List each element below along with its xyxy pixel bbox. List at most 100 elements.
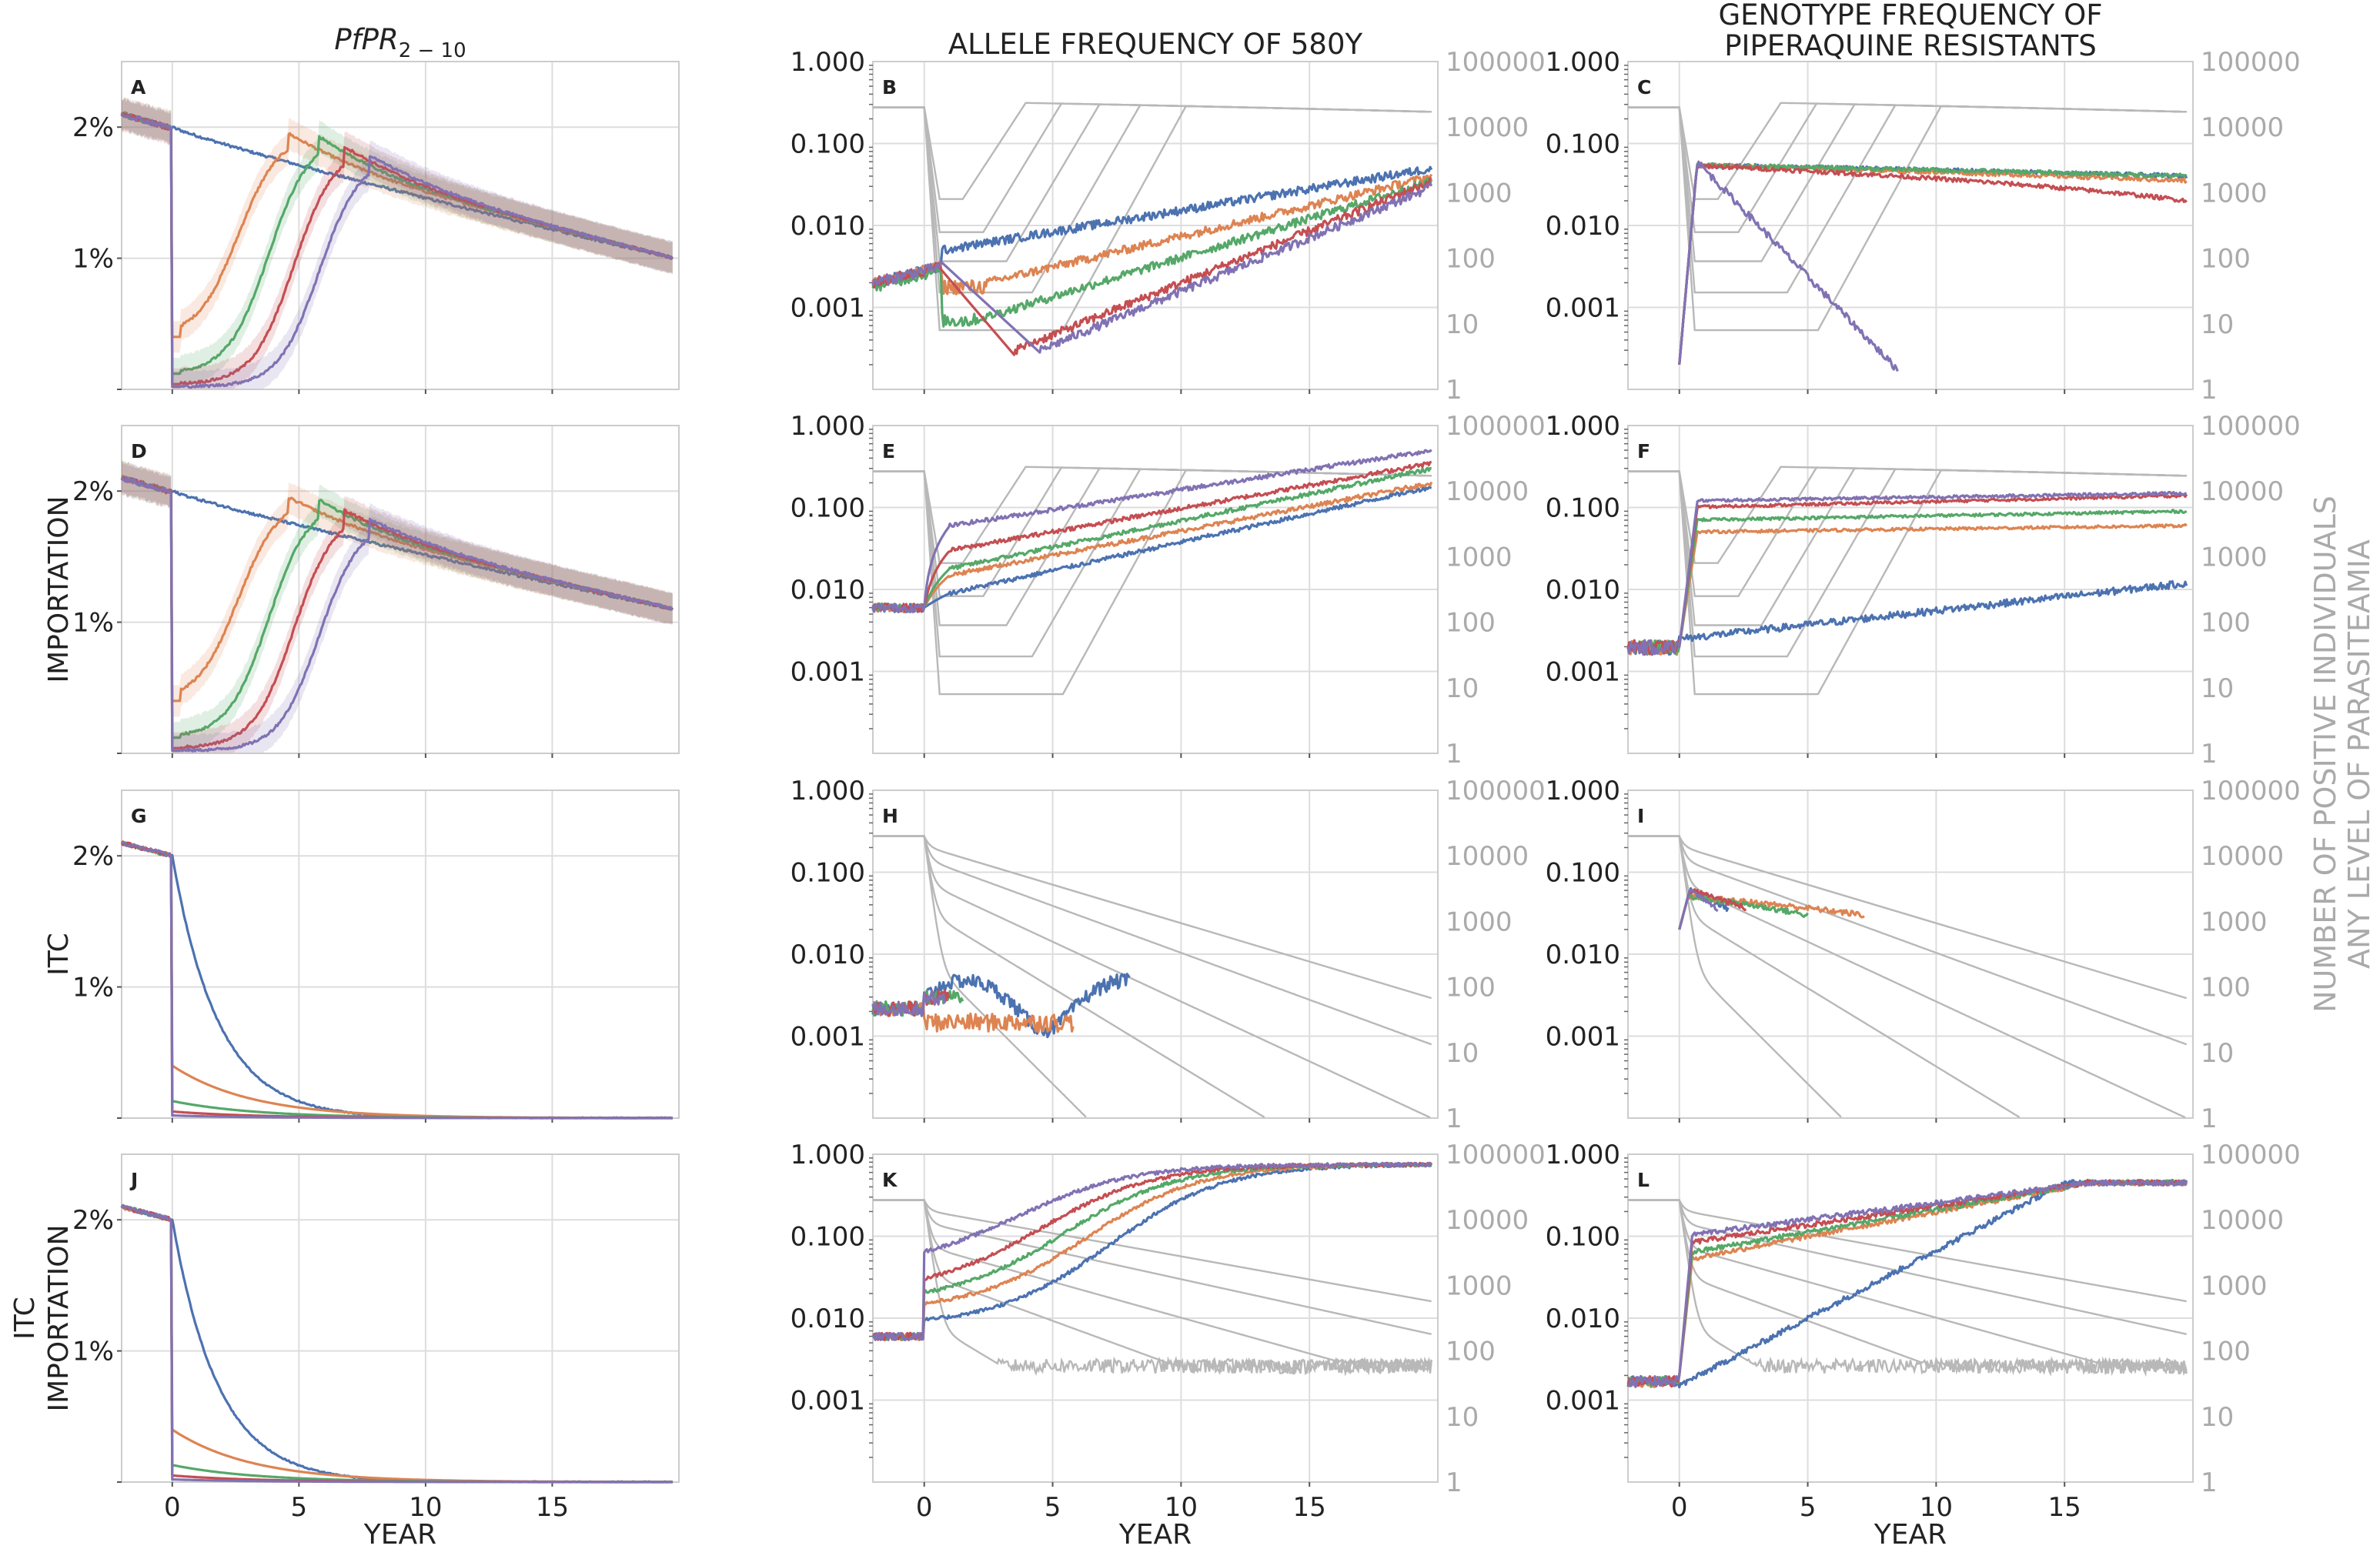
population-line: [1628, 103, 2187, 262]
right-tick-label: 10000: [2201, 1205, 2284, 1236]
population-line: [1628, 835, 2188, 1046]
panel-letter: F: [1637, 440, 1650, 462]
y-tick-label: 0.001: [1546, 1022, 1620, 1053]
panel-j: J 2% 1% 0 5 10 15 YEAR: [72, 1153, 680, 1549]
y-tick-label: 0.001: [791, 1386, 865, 1417]
y-tick-label: 0.100: [1546, 1222, 1620, 1253]
y-tick-label: 0.010: [1546, 211, 1620, 242]
population-line: [873, 105, 1432, 332]
confidence-band: [122, 97, 673, 389]
right-tick-label: 100000: [2201, 47, 2301, 78]
series-line-blue: [120, 111, 673, 259]
panels-layer: A2%1%B1.0000.1000.0100.00110000010000100…: [72, 47, 2301, 1549]
series-line-red: [121, 1206, 673, 1484]
y-tick-label: 0.010: [1546, 940, 1620, 970]
series-line-purple: [871, 1161, 1432, 1341]
panel-letter: J: [129, 1169, 138, 1191]
series-line-orange: [1678, 893, 1865, 930]
y-tick-label: 1.000: [791, 411, 865, 442]
right-tick-label: 10: [1446, 309, 1479, 340]
population-line: [873, 835, 1432, 1046]
right-tick-label: 10: [2201, 1038, 2234, 1069]
y-tick-label: 0.001: [1546, 657, 1620, 688]
panel-frame: [872, 790, 1439, 1119]
series-line-purple: [871, 449, 1432, 613]
panel-a: A 2% 1%: [72, 61, 680, 394]
y-tick-label: 1%: [72, 973, 114, 1003]
right-tick-label: 1000: [1446, 542, 1513, 573]
x-tick-label: 15: [536, 1492, 569, 1523]
panel-letter: H: [882, 805, 898, 827]
right-tick-label: 10000: [2201, 112, 2284, 143]
col-title-genotype-line1: GENOTYPE FREQUENCY OF: [1718, 0, 2102, 32]
y-tick-label: 0.010: [1546, 575, 1620, 606]
titles-layer: PfPR2 − 10 ALLELE FREQUENCY OF 580Y GENOTY…: [9, 0, 2376, 1412]
population-line: [873, 835, 1432, 1000]
y-tick-label: 1.000: [1546, 47, 1620, 78]
right-tick-label: 1: [2201, 1467, 2218, 1498]
y-tick-label: 0.010: [1546, 1304, 1620, 1334]
panel-d: D 2% 1%: [72, 425, 680, 758]
y-tick-label: 0.100: [1546, 493, 1620, 524]
population-line: [1628, 1199, 2188, 1377]
population-line: [1628, 1199, 2188, 1376]
y-tick-label: 0.100: [1546, 129, 1620, 160]
y-tick-label: 1%: [72, 608, 114, 639]
series-line-blue: [871, 486, 1432, 613]
right-tick-label: 100000: [1446, 776, 1546, 806]
series-line-purple: [1626, 490, 2187, 656]
right-tick-label: 100000: [2201, 411, 2301, 442]
population-line: [1628, 102, 2187, 200]
confidence-band: [122, 459, 673, 717]
series-line-red: [1626, 492, 2188, 656]
confidence-band: [122, 96, 673, 353]
series-line-green: [121, 841, 673, 1120]
series-line-purple: [871, 989, 946, 1017]
right-tick-label: 1000: [2201, 542, 2268, 573]
x-tick-label: 15: [2048, 1492, 2081, 1523]
right-tick-label: 1: [1446, 1467, 1462, 1498]
right-axis-label: NUMBER OF POSITIVE INDIVIDUALS: [2308, 496, 2342, 1013]
y-tick-label: 1%: [72, 1337, 114, 1367]
right-tick-label: 100000: [2201, 776, 2301, 806]
series-line-green: [1626, 509, 2188, 656]
right-tick-label: 1000: [2201, 1270, 2268, 1301]
y-tick-label: 0.100: [791, 493, 865, 524]
x-tick-label: 0: [164, 1492, 181, 1523]
y-tick-label: 0.001: [791, 293, 865, 324]
y-tick-label: 0.001: [791, 657, 865, 688]
series-line-green: [1678, 893, 1809, 930]
series-line-red: [871, 177, 1432, 356]
population-line: [1628, 835, 2186, 1119]
right-tick-label: 100: [2201, 244, 2251, 275]
y-tick-label: 0.001: [1546, 293, 1620, 324]
x-tick-label: 5: [291, 1492, 308, 1523]
confidence-band: [122, 96, 673, 389]
panel-k: K1.0000.1000.0100.0011000001000010001001…: [791, 1140, 1546, 1549]
right-tick-label: 10: [1446, 1402, 1479, 1433]
population-line: [1628, 835, 2188, 1000]
panel-g: G 2% 1%: [72, 790, 680, 1123]
panel-e: E 1.000 0.100 0.010 0.001 100000 10000 1000 100 1…: [791, 411, 1546, 769]
panel-f: F 1.000 0.100 0.010 0.001 100000 10000 1000 100 1…: [1546, 411, 2301, 769]
y-tick-label: 0.100: [1546, 858, 1620, 889]
panel-l: L1.0000.1000.0100.0011000001000010001001…: [1546, 1140, 2301, 1549]
population-line: [873, 1199, 1432, 1335]
right-tick-label: 10: [2201, 309, 2234, 340]
y-tick-label: 0.010: [791, 940, 865, 970]
right-tick-label: 10000: [1446, 112, 1529, 143]
y-tick-label: 1.000: [791, 47, 865, 78]
col-title-allele: ALLELE FREQUENCY OF 580Y: [948, 28, 1363, 61]
right-tick-label: 10: [2201, 1402, 2234, 1433]
row-label: IMPORTATION: [43, 496, 75, 683]
row-label: ITC: [43, 933, 75, 976]
y-tick-label: 2%: [72, 1205, 114, 1236]
panel-frame: [1627, 790, 2194, 1119]
series-line-purple: [1627, 1179, 2188, 1388]
population-line: [1628, 469, 2187, 696]
series-line-red: [121, 841, 673, 1120]
y-tick-label: 0.100: [791, 129, 865, 160]
y-tick-label: 0.001: [1546, 1386, 1620, 1417]
right-tick-label: 10000: [1446, 841, 1529, 872]
